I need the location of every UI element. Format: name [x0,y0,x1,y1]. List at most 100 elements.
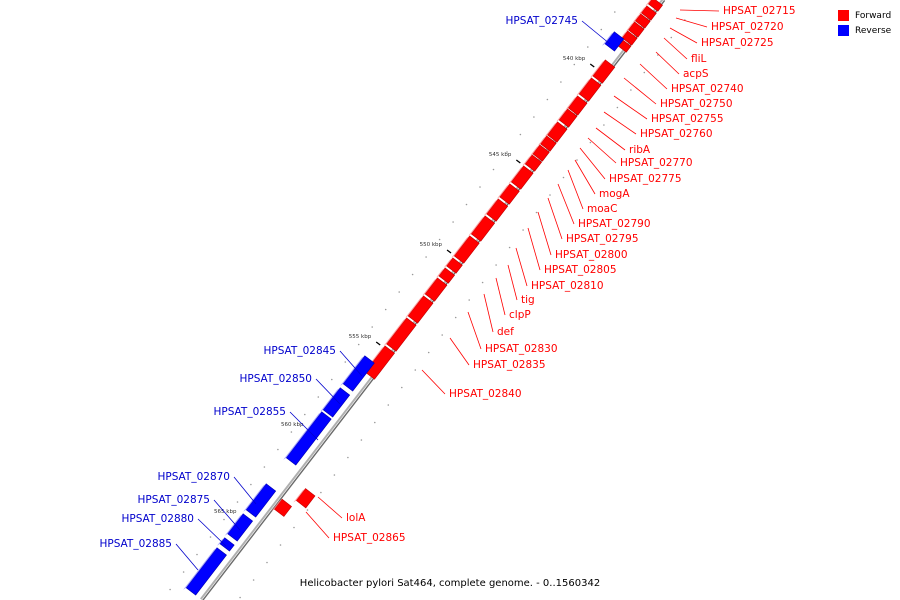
gene-label: moaC [587,203,617,215]
background-dot [441,334,444,336]
background-dot [546,98,549,101]
background-dots [169,11,686,599]
background-dot [320,491,322,494]
background-dot [452,221,454,223]
gene-highlight [576,77,592,96]
forward-gene [486,198,509,222]
background-dot [239,596,241,599]
gene-features [183,0,663,596]
legend-reverse-label: Reverse [855,25,892,36]
gene-label: HPSAT_02715 [723,5,796,17]
background-dot [533,116,535,118]
leader-line [317,496,343,519]
legend-item-forward: Forward [838,8,891,23]
background-dot [398,291,401,293]
background-dot [371,326,374,328]
background-dot [519,133,522,136]
leader-line [603,111,637,135]
background-dot [360,439,363,441]
leader-line [527,227,541,271]
gene-label: HPSAT_02850 [239,373,312,385]
scale-tick [589,63,595,68]
background-dot [252,579,255,581]
background-dot [573,63,576,66]
gene-label: mogA [599,188,630,200]
background-dot [468,299,471,301]
gene-highlight [508,165,524,184]
gene-label: HPSAT_02830 [485,343,558,355]
background-dot [481,281,484,284]
background-dot [317,396,320,398]
background-dot [347,456,349,459]
gene-label: HPSAT_02840 [449,388,522,400]
background-dot [630,89,632,91]
scale-tick [446,249,452,254]
genome-caption: Helicobacter pylori Sat464, complete gen… [299,578,601,589]
gene-label: HPSAT_02885 [99,538,172,550]
leader-line [595,127,626,151]
gene-highlight [602,31,615,46]
background-dot [670,36,673,39]
leader-line [421,369,446,395]
leader-line [289,411,319,441]
background-dot [357,343,360,346]
leader-line [507,264,518,301]
gene-label: HPSAT_02760 [640,128,713,140]
gene-label: HPSAT_02745 [505,15,578,27]
gene-label: HPSAT_02880 [121,513,194,525]
leader-line [623,77,657,105]
background-dot [344,361,347,363]
scale-tick [515,159,521,164]
leader-line [587,137,617,164]
gene-highlight [556,108,568,122]
gene-label: acpS [683,68,709,80]
forward-swatch [838,10,849,21]
gene-label: HPSAT_02835 [473,359,546,371]
background-dot [495,264,497,266]
background-dot [465,203,468,206]
leader-line [197,518,227,547]
background-dot [438,238,441,241]
scale-label: 550 kbp [420,242,443,248]
scale-label: 545 kbp [489,152,512,158]
gene-highlight [435,267,446,278]
gene-highlight [468,215,486,236]
gene-highlight [451,235,470,258]
gene-label: ribA [629,144,651,156]
legend-forward-label: Forward [855,10,892,21]
background-dot [196,553,198,556]
background-dot [560,81,562,83]
background-dot [614,11,616,13]
gene-highlight [537,135,547,146]
leader-line [515,247,528,287]
background-dot [209,536,212,538]
background-dot [425,256,427,258]
leader-line [557,183,575,225]
gene-label: HPSAT_02810 [531,280,604,292]
background-dot [374,421,376,424]
gene-label: HPSAT_02740 [671,83,744,95]
background-dot [387,404,390,406]
gene-highlight [638,5,647,15]
background-dot [576,159,578,161]
leader-line [315,378,341,405]
gene-label: lolA [346,512,366,524]
background-dot [454,316,457,319]
background-dot [414,369,417,371]
leader-line [675,17,708,28]
background-dot [522,229,524,231]
reverse-swatch [838,25,849,36]
background-dot [277,448,279,451]
background-dot [250,483,252,486]
background-dot [384,308,387,311]
background-dot [562,176,565,179]
background-dot [587,46,589,48]
gene-label: HPSAT_02775 [609,173,682,185]
background-dot [600,28,603,31]
leader-line [663,37,688,60]
background-dot [182,571,185,573]
gene-highlight [293,488,306,503]
gene-label: HPSAT_02800 [555,249,628,261]
scale-tick [375,341,381,346]
